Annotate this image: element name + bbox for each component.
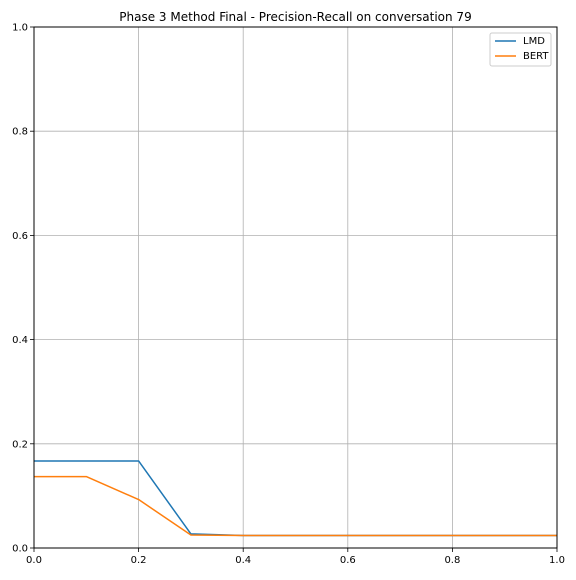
legend-label-lmd: LMD (523, 36, 545, 47)
y-tick-label: 0.0 (12, 544, 28, 555)
series-line-lmd (34, 460, 557, 537)
tick-layer: 0.0 0.2 0.4 0.6 0.8 1.0 0.0 0.2 0.4 0.6 0.8 1.0 (12, 23, 565, 567)
y-tick-label: 0.2 (12, 439, 28, 450)
x-tick-label: 0.6 (340, 555, 356, 566)
y-tick-label: 0.8 (12, 127, 28, 138)
series-line-bert (34, 475, 557, 537)
x-tick-label: 0.0 (26, 555, 42, 566)
plot-frame (33, 26, 558, 549)
y-tick-label: 1.0 (12, 23, 28, 34)
x-tick-label: 0.8 (444, 555, 460, 566)
y-tick-label: 0.6 (12, 231, 28, 242)
x-tick-label: 0.4 (235, 555, 251, 566)
y-tick-label: 0.4 (12, 335, 28, 346)
grid-layer (33, 26, 558, 549)
series-layer (34, 460, 557, 537)
x-tick-label: 0.2 (131, 555, 147, 566)
legend-label-bert: BERT (523, 51, 549, 62)
chart-title: Phase 3 Method Final - Precision-Recall … (119, 10, 471, 24)
legend: LMD BERT (489, 32, 552, 67)
x-tick-label: 1.0 (549, 555, 565, 566)
